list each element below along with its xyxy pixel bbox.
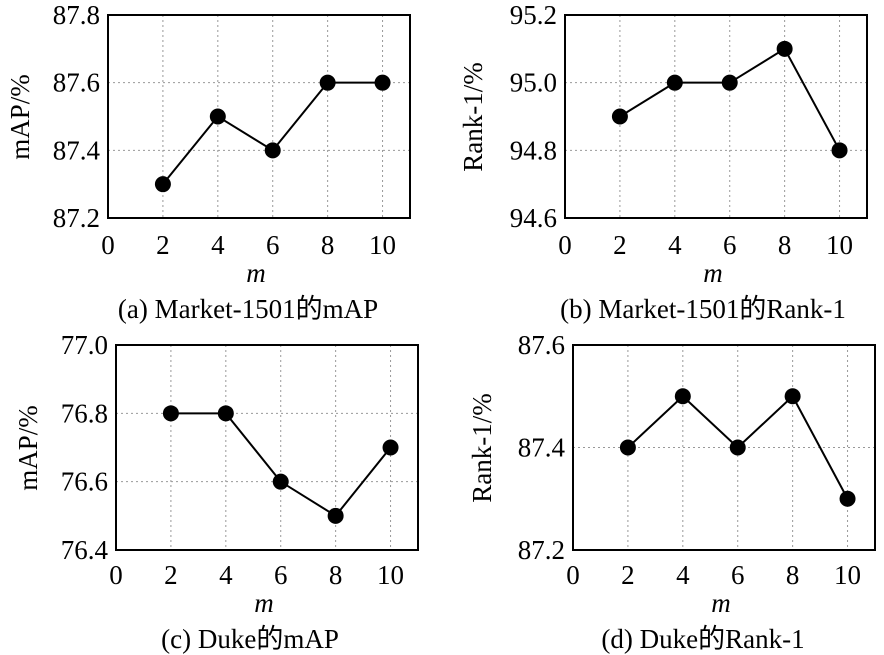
x-tick-label: 0 <box>566 560 580 590</box>
chart-panel-3: 0 2 4 6 8 10 87.2 87.4 87.6 Rank-1/% m (d) Duke的Ran… <box>467 330 876 654</box>
x-tick-label: 10 <box>369 230 396 260</box>
chart-caption: (b) Market-1501的Rank-1 <box>560 294 846 324</box>
y-tick-label: 76.4 <box>61 535 109 565</box>
x-tick-label: 8 <box>329 560 343 590</box>
y-tick-label: 76.8 <box>61 398 108 428</box>
data-point <box>327 507 344 524</box>
y-axis-title: mAP/% <box>13 405 43 491</box>
y-axis-title: Rank-1/% <box>458 62 488 171</box>
x-tick-label: 2 <box>613 230 627 260</box>
x-tick-label: 0 <box>101 230 115 260</box>
x-axis-title: m <box>246 258 266 288</box>
plot-frame <box>572 344 876 551</box>
data-point <box>209 108 226 125</box>
x-tick-label: 8 <box>786 560 800 590</box>
x-tick-label: 4 <box>668 230 682 260</box>
x-axis-title: m <box>711 588 731 618</box>
chart-panel-0: 0 2 4 6 8 10 87.2 87.4 87.6 87.8 mAP/% m (a) Market-… <box>5 0 411 324</box>
x-axis-title: m <box>254 588 274 618</box>
data-point <box>839 490 856 507</box>
data-point <box>374 74 391 91</box>
x-tick-label: 10 <box>377 560 404 590</box>
x-tick-label: 4 <box>211 230 225 260</box>
x-tick-label: 8 <box>778 230 792 260</box>
plot-frame <box>115 344 419 551</box>
data-point <box>162 405 179 422</box>
y-tick-label: 77.0 <box>61 330 108 360</box>
data-point <box>319 74 336 91</box>
data-point <box>154 176 171 193</box>
data-point <box>272 473 289 490</box>
y-tick-label: 94.6 <box>510 203 557 233</box>
y-axis-title: mAP/% <box>5 74 35 160</box>
y-axis-title: Rank-1/% <box>467 393 497 502</box>
data-point <box>619 439 636 456</box>
x-tick-label: 2 <box>156 230 170 260</box>
data-point <box>831 142 848 159</box>
chart-caption: (a) Market-1501的mAP <box>118 294 378 324</box>
data-point <box>382 439 399 456</box>
data-point <box>729 439 746 456</box>
y-tick-label: 95.0 <box>510 68 557 98</box>
x-tick-label: 0 <box>558 230 572 260</box>
data-point <box>611 108 628 125</box>
y-tick-label: 76.6 <box>61 467 108 497</box>
x-tick-label: 6 <box>274 560 288 590</box>
x-tick-label: 10 <box>834 560 861 590</box>
x-tick-label: 4 <box>676 560 690 590</box>
x-tick-label: 10 <box>826 230 853 260</box>
x-tick-label: 8 <box>321 230 335 260</box>
y-tick-label: 87.2 <box>518 535 565 565</box>
data-point <box>666 74 683 91</box>
data-point <box>217 405 234 422</box>
chart-caption: (c) Duke的mAP <box>161 624 339 654</box>
plot-frame <box>107 14 411 219</box>
plot-frame <box>564 14 868 219</box>
x-tick-label: 6 <box>266 230 280 260</box>
x-axis-title: m <box>703 258 723 288</box>
y-tick-label: 87.6 <box>518 330 565 360</box>
y-tick-label: 87.2 <box>53 203 100 233</box>
chart-panel-2: 0 2 4 6 8 10 76.4 76.6 76.8 77.0 mAP/% m (c) Duke的mA… <box>13 330 419 654</box>
y-tick-label: 87.6 <box>53 68 100 98</box>
chart-panel-1: 0 2 4 6 8 10 94.6 94.8 95.0 95.2 Rank-1/% m (b) Mark… <box>458 0 868 324</box>
x-tick-label: 0 <box>109 560 123 590</box>
y-tick-label: 94.8 <box>510 135 557 165</box>
data-point <box>721 74 738 91</box>
x-tick-label: 2 <box>164 560 178 590</box>
data-point <box>776 40 793 57</box>
y-tick-label: 95.2 <box>510 0 557 30</box>
data-point <box>264 142 281 159</box>
x-tick-label: 6 <box>723 230 737 260</box>
series-line <box>162 81 383 185</box>
y-tick-label: 87.4 <box>53 135 101 165</box>
data-point <box>674 388 691 405</box>
data-point <box>784 388 801 405</box>
x-tick-label: 4 <box>219 560 233 590</box>
y-tick-label: 87.8 <box>53 0 100 30</box>
chart-caption: (d) Duke的Rank-1 <box>601 624 804 654</box>
y-tick-label: 87.4 <box>518 433 566 463</box>
x-tick-label: 2 <box>621 560 635 590</box>
x-tick-label: 6 <box>731 560 745 590</box>
